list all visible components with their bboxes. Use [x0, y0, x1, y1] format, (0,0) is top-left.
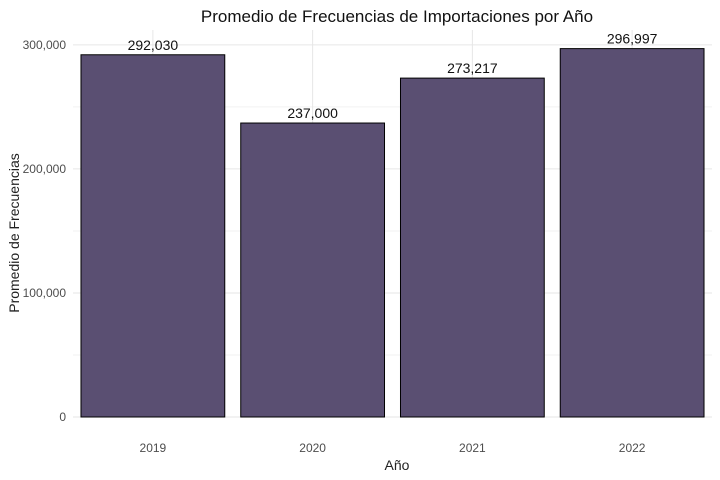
x-tick-label: 2020: [299, 441, 326, 455]
y-axis-ticks: 0 100,000 200,000 300,000: [23, 38, 67, 424]
y-tick-label: 300,000: [23, 38, 67, 52]
data-label-2020: 237,000: [287, 105, 338, 121]
y-tick-label: 0: [59, 410, 66, 424]
data-label-2022: 296,997: [607, 31, 658, 47]
bars: [80, 48, 705, 418]
data-label-2021: 273,217: [447, 60, 498, 76]
x-tick-label: 2021: [459, 441, 486, 455]
x-axis-title: Año: [385, 457, 410, 473]
y-tick-label: 100,000: [23, 286, 67, 300]
y-axis-title: Promedio de Frecuencias: [6, 153, 22, 313]
bar-2022: [559, 48, 705, 418]
data-labels: 292,030 237,000 273,217 296,997: [128, 31, 658, 121]
y-tick-label: 200,000: [23, 162, 67, 176]
x-axis-ticks: 2019 2020 2021 2022: [140, 441, 646, 455]
bar-2020: [240, 122, 386, 418]
chart-title: Promedio de Frecuencias de Importaciones…: [201, 7, 593, 26]
x-tick-label: 2019: [140, 441, 167, 455]
bar-2021: [399, 77, 545, 418]
data-label-2019: 292,030: [128, 37, 179, 53]
x-tick-label: 2022: [619, 441, 646, 455]
bar-2019: [80, 54, 226, 418]
